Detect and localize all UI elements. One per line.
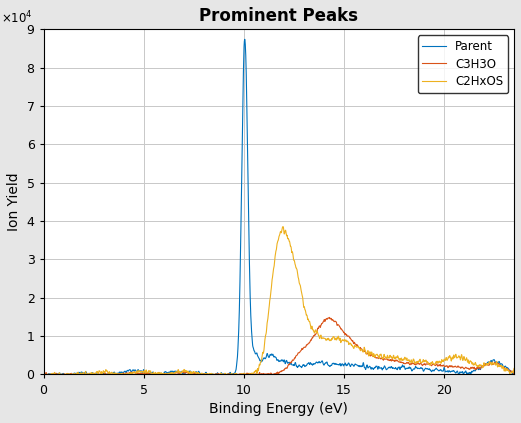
Parent bbox=[451, 369, 457, 374]
C3H3O bbox=[122, 372, 128, 377]
Parent bbox=[242, 37, 248, 42]
C2HxOS bbox=[241, 371, 247, 376]
X-axis label: Binding Energy (eV): Binding Energy (eV) bbox=[209, 402, 348, 416]
C3H3O bbox=[41, 372, 47, 377]
C3H3O bbox=[94, 372, 101, 377]
Line: Parent: Parent bbox=[44, 39, 514, 374]
C3H3O bbox=[327, 315, 333, 320]
Parent bbox=[122, 369, 128, 374]
Legend: Parent, C3H3O, C2HxOS: Parent, C3H3O, C2HxOS bbox=[417, 35, 508, 93]
Parent bbox=[94, 371, 101, 376]
C2HxOS bbox=[511, 366, 517, 371]
C3H3O bbox=[511, 372, 517, 377]
C2HxOS bbox=[502, 366, 508, 371]
C2HxOS bbox=[122, 372, 128, 377]
C2HxOS bbox=[41, 372, 47, 377]
C2HxOS bbox=[221, 372, 227, 377]
C3H3O bbox=[241, 372, 247, 377]
Title: Prominent Peaks: Prominent Peaks bbox=[200, 7, 358, 25]
Line: C3H3O: C3H3O bbox=[44, 317, 514, 374]
Parent bbox=[511, 372, 517, 377]
C2HxOS bbox=[451, 355, 457, 360]
Y-axis label: Ion Yield: Ion Yield bbox=[7, 173, 21, 231]
C2HxOS bbox=[94, 369, 101, 374]
C3H3O bbox=[502, 366, 508, 371]
Parent bbox=[241, 39, 247, 44]
C3H3O bbox=[221, 372, 227, 377]
Parent bbox=[221, 372, 227, 377]
C2HxOS bbox=[280, 224, 286, 229]
Line: C2HxOS: C2HxOS bbox=[44, 227, 514, 374]
Parent bbox=[41, 372, 47, 377]
Text: $\times10^4$: $\times10^4$ bbox=[1, 9, 33, 26]
C3H3O bbox=[451, 364, 457, 369]
Parent bbox=[502, 364, 508, 369]
